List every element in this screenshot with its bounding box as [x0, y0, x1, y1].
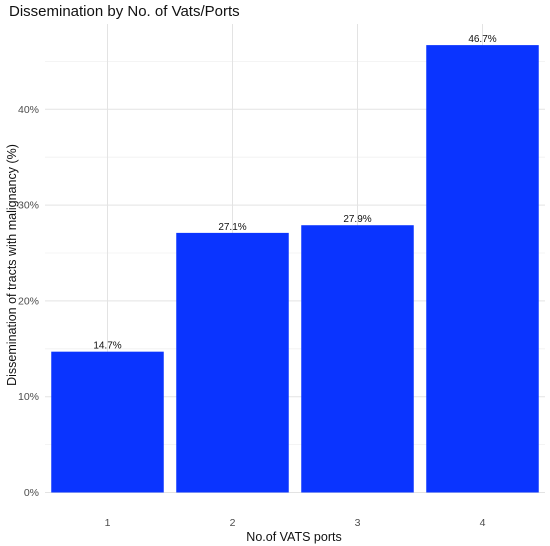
bar — [426, 45, 539, 493]
bars — [51, 45, 539, 493]
y-axis-ticks: 0% 10% 20% 30% 40% — [18, 104, 39, 499]
bar — [301, 225, 414, 493]
bar — [176, 232, 289, 493]
x-axis-title: No.of VATS ports — [246, 530, 341, 544]
x-tick-label: 2 — [230, 517, 236, 529]
y-tick-label: 10% — [18, 391, 39, 403]
x-tick-label: 3 — [355, 517, 361, 529]
x-tick-label: 1 — [105, 517, 111, 529]
chart-title: Dissemination by No. of Vats/Ports — [9, 3, 240, 20]
bar — [51, 351, 164, 493]
y-tick-label: 40% — [18, 104, 39, 116]
x-tick-label: 4 — [480, 517, 486, 529]
data-label: 46.7% — [468, 34, 496, 45]
y-axis-title: Dissemination of tracts with malignancy … — [5, 144, 19, 386]
y-tick-label: 20% — [18, 295, 39, 307]
data-labels: 14.7% 27.1% 27.9% 46.7% — [93, 34, 496, 352]
x-axis-ticks: 1 2 3 4 — [105, 517, 486, 529]
y-tick-label: 30% — [18, 200, 39, 212]
data-label: 27.9% — [343, 214, 371, 225]
y-tick-label: 0% — [24, 487, 39, 499]
data-label: 14.7% — [93, 341, 121, 352]
data-label: 27.1% — [218, 222, 246, 233]
